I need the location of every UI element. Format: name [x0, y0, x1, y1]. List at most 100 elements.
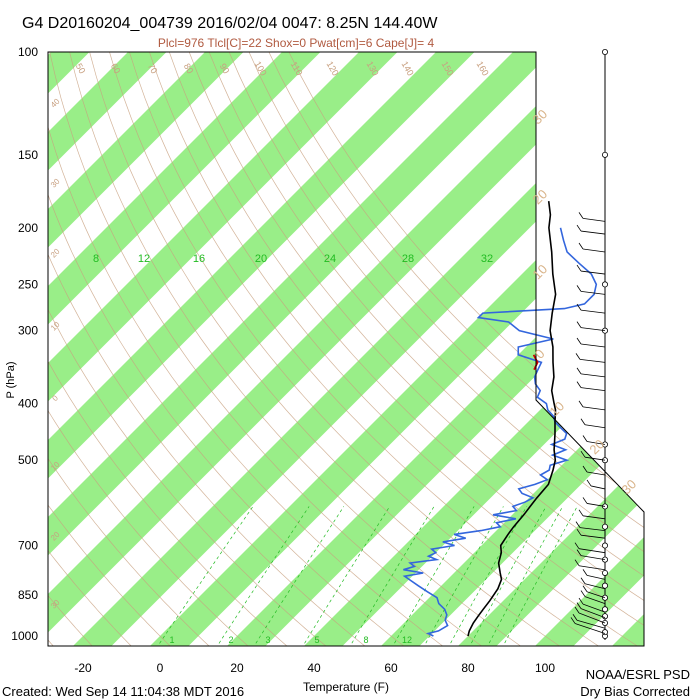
- plot-frame: [47, 51, 645, 647]
- wind-barb-flag: [576, 528, 582, 536]
- dry-adiabat: [48, 52, 368, 646]
- dry-adiabat: [48, 52, 329, 646]
- wind-barb: [580, 373, 606, 378]
- dry-adiabat: [48, 52, 212, 646]
- isotherm-band: [48, 52, 264, 646]
- dry-adiabat: [0, 52, 16, 648]
- wind-barb-flag: [576, 303, 582, 311]
- dry-adiabat: [48, 52, 173, 646]
- wind-barb: [579, 358, 606, 363]
- y-tick-label: 700: [18, 539, 38, 553]
- mixing-ratio-low-label: 2: [228, 635, 233, 645]
- y-axis-ticks: 100 150 200 250 300 400 500 700 850 1000: [11, 45, 38, 643]
- mixing-ratio-low-labels: 1 2 3 5 8 12: [169, 635, 412, 645]
- wind-barb: [576, 619, 606, 629]
- wind-barb: [584, 424, 606, 429]
- wind-barbs: [570, 49, 609, 640]
- mixing-ratio-line: [501, 506, 578, 646]
- chart-title: G4 D20160204_004739 2016/02/04 0047: 8.2…: [22, 15, 438, 32]
- barb-station-circle: [602, 613, 609, 620]
- left-edge-label: 20: [49, 247, 62, 260]
- x-tick-label: 80: [461, 661, 475, 675]
- wind-barb: [580, 608, 606, 618]
- dry-adiabat: [48, 52, 251, 646]
- dry-adiabat: [268, 52, 644, 646]
- barb-station-circle: [602, 582, 609, 589]
- mixing-ratio-low-label: 1: [169, 635, 174, 645]
- wind-barb-flag: [576, 224, 582, 232]
- isotherm-band: [0, 32, 33, 656]
- dry-adiabat-label: 70: [146, 62, 160, 76]
- isotherm-band: [602, 52, 644, 646]
- dry-adiabat-label: 60: [109, 62, 123, 76]
- y-tick-label: 200: [18, 221, 38, 235]
- y-tick-label: 1000: [11, 629, 38, 643]
- wind-barb: [582, 406, 606, 411]
- dry-adiabat: [48, 52, 407, 646]
- wind-barb: [590, 485, 606, 490]
- wind-barb: [578, 565, 606, 571]
- mixing-ratio-label: 12: [138, 253, 150, 265]
- wind-barb-flag: [576, 285, 582, 292]
- dry-adiabat: [48, 52, 56, 646]
- wind-barb-flag: [574, 559, 580, 566]
- wind-barb: [580, 290, 606, 295]
- wind-barb: [578, 548, 606, 554]
- wind-barb-flag: [576, 337, 582, 345]
- wind-barb-flag: [580, 590, 586, 597]
- wind-barb: [586, 503, 606, 507]
- wind-barb: [586, 441, 606, 445]
- x-axis-label: Temperature (F): [303, 680, 389, 694]
- mixing-ratio-label: 8: [93, 253, 99, 265]
- mixing-ratio-label: 28: [402, 253, 414, 265]
- isotherm-band: [448, 52, 644, 646]
- y-tick-label: 100: [18, 45, 38, 59]
- created-timestamp: Created: Wed Sep 14 11:04:38 MDT 2016: [2, 684, 244, 699]
- mixing-ratio-label: 32: [481, 253, 493, 265]
- dry-adiabat: [149, 52, 644, 646]
- mixing-ratio-label: 20: [255, 253, 267, 265]
- isotherm-bands: [0, 32, 700, 656]
- wind-barb-flag: [576, 549, 582, 556]
- wind-barb-flag: [574, 606, 580, 614]
- dry-adiabat: [188, 52, 644, 646]
- dry-adiabat: [228, 52, 644, 646]
- wind-barb-flag: [582, 569, 588, 576]
- wind-barb: [584, 596, 606, 604]
- left-edge-label: 40: [49, 97, 62, 110]
- wind-barb-flag: [582, 465, 588, 473]
- mixing-ratio-line: [486, 506, 564, 646]
- isotherm-band: [679, 32, 700, 656]
- mixing-ratio-line: [422, 506, 504, 646]
- wind-barb: [580, 343, 606, 348]
- wind-barb: [584, 456, 606, 461]
- mixing-ratio-line: [447, 506, 528, 646]
- wind-barb-flag: [578, 400, 584, 408]
- wind-barb: [580, 534, 606, 539]
- y-tick-label: 500: [18, 453, 38, 467]
- wind-barb: [580, 555, 606, 561]
- dry-adiabat: [48, 52, 134, 646]
- wind-barb: [579, 527, 606, 532]
- mixing-ratio-labels: 8 12 16 20 24 28 32: [93, 253, 493, 265]
- isotherm-band: [48, 52, 644, 646]
- wind-barb-flag: [576, 321, 582, 328]
- wind-barb-flag: [576, 367, 582, 375]
- dry-adiabat: [48, 52, 95, 646]
- wind-barb-flag: [582, 497, 588, 504]
- x-tick-label: 60: [384, 661, 398, 675]
- wind-barb: [586, 471, 606, 476]
- dry-adiabat-label: 80: [182, 62, 196, 76]
- dry-adiabat: [49, 52, 486, 646]
- x-tick-label: -20: [74, 661, 92, 675]
- barb-station-circle: [602, 542, 609, 549]
- wind-barb: [578, 612, 606, 624]
- dry-adiabat: [69, 52, 525, 646]
- isotherm-band: [48, 52, 418, 646]
- wind-barb-flag: [576, 264, 582, 272]
- organization-label: NOAA/ESRL PSD: [586, 667, 690, 682]
- wind-barb: [582, 248, 606, 253]
- y-tick-label: 150: [18, 148, 38, 162]
- dry-adiabat: [129, 52, 642, 646]
- x-tick-label: 20: [230, 661, 244, 675]
